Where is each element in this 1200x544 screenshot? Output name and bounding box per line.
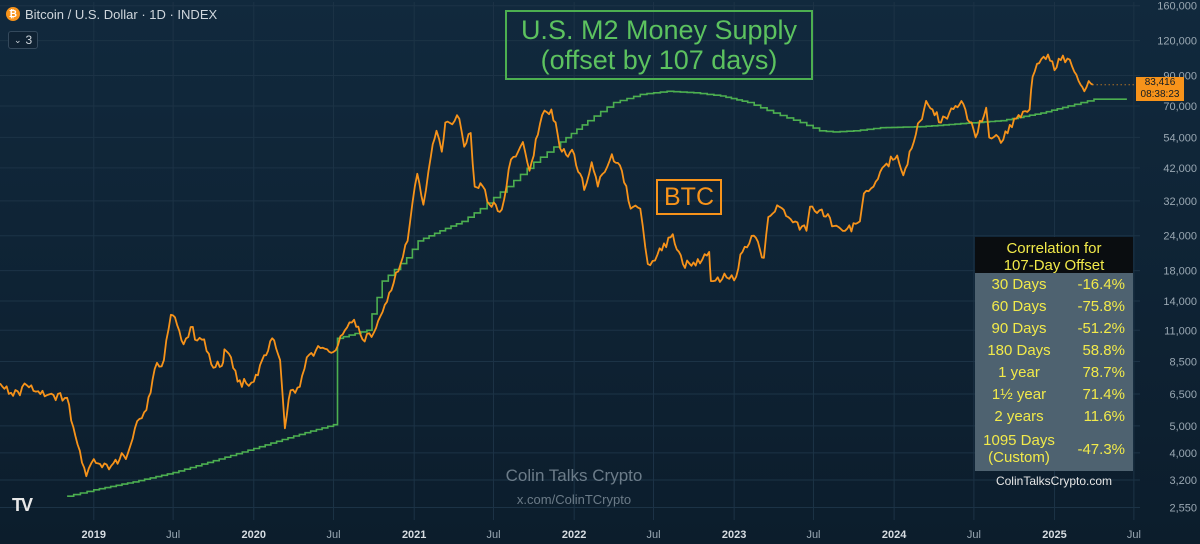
time-axis: 2019 Jul 2020 Jul 2021 Jul 2022 Jul 2023 Jul 2024 J… [82, 529, 1141, 541]
x-tick-label: Jul [166, 529, 180, 541]
last-price-tag: 83,416 08:38:23 [1136, 77, 1184, 101]
table-row: 2 years 11.6% [975, 405, 1133, 427]
symbol-header[interactable]: ₿ Bitcoin / U.S. Dollar · 1D · INDEX [6, 4, 217, 24]
indicator-toggle[interactable]: ⌄ 3 [8, 31, 39, 49]
y-tick-label: 8,500 [1169, 357, 1197, 369]
table-row: 1 year 78.7% [975, 361, 1133, 383]
x-tick-label: Jul [646, 529, 660, 541]
y-tick-label: 2,550 [1169, 502, 1197, 514]
correlation-value: -16.4% [1077, 275, 1125, 293]
m2-line-group [67, 90, 1127, 497]
watermark-name: Colin Talks Crypto [505, 466, 643, 485]
x-tick-label: Jul [967, 529, 981, 541]
site-credit[interactable]: ColinTalksCrypto.com [995, 474, 1113, 488]
y-tick-label: 5,000 [1169, 421, 1197, 433]
y-tick-label: 18,000 [1163, 266, 1197, 278]
m2-subtitle: (offset by 107 days) [540, 45, 778, 75]
table-row: 1095 Days (Custom) -47.3% [975, 427, 1133, 471]
x-tick-label: 2024 [882, 529, 907, 541]
indicator-count: 3 [25, 33, 33, 47]
table-row: 30 Days -16.4% [975, 273, 1133, 295]
x-tick-label: Jul [327, 529, 341, 541]
correlation-value: -75.8% [1077, 297, 1125, 315]
y-tick-label: 4,000 [1169, 448, 1197, 460]
chevron-down-icon: ⌄ [14, 34, 22, 45]
x-tick-label: 2021 [402, 529, 426, 541]
y-tick-label: 160,000 [1157, 1, 1197, 13]
correlation-value: 71.4% [1082, 385, 1125, 403]
period: 30 Days [991, 275, 1047, 293]
period: 1095 Days (Custom) [975, 432, 1063, 466]
y-tick-label: 120,000 [1157, 36, 1197, 48]
period: 2 years [994, 407, 1044, 425]
price-axis: 160,000120,00090,00070,00054,00042,00032… [1157, 1, 1197, 515]
period-line2: (Custom) [988, 449, 1050, 466]
correlation-title-line2: 107-Day Offset [1003, 257, 1105, 274]
table-row: 60 Days -75.8% [975, 295, 1133, 317]
y-tick-label: 54,000 [1163, 132, 1197, 144]
x-tick-label: 2025 [1042, 529, 1066, 541]
table-row: 90 Days -51.2% [975, 317, 1133, 339]
y-tick-label: 24,000 [1163, 231, 1197, 243]
x-tick-label: Jul [1127, 529, 1141, 541]
x-tick-label: Jul [486, 529, 500, 541]
y-tick-label: 6,500 [1169, 389, 1197, 401]
period: 180 Days [987, 341, 1051, 359]
series-line-m2 [67, 90, 1127, 497]
table-row: 180 Days 58.8% [975, 339, 1133, 361]
m2-title: U.S. M2 Money Supply [520, 15, 798, 45]
correlation-title-line1: Correlation for [1006, 240, 1102, 257]
period: 1½ year [991, 385, 1047, 403]
y-tick-label: 70,000 [1163, 101, 1197, 113]
correlation-table: Correlation for 107-Day Offset 30 Days -1… [975, 237, 1133, 471]
tradingview-logo[interactable]: TV [12, 495, 33, 515]
period: 90 Days [991, 319, 1047, 337]
x-tick-label: 2019 [82, 529, 106, 541]
m2-annotation: U.S. M2 Money Supply (offset by 107 days… [505, 10, 813, 80]
correlation-value: 11.6% [1083, 407, 1125, 425]
bitcoin-icon: ₿ [6, 7, 20, 21]
series-line-btc [0, 53, 1094, 478]
btc-annotation: BTC [656, 179, 722, 215]
y-tick-label: 42,000 [1163, 163, 1197, 175]
y-tick-label: 3,200 [1169, 475, 1197, 487]
period: 1 year [998, 363, 1040, 381]
correlation-value: 78.7% [1082, 363, 1125, 381]
correlation-table-header: Correlation for 107-Day Offset [975, 237, 1133, 274]
table-row: 1½ year 71.4% [975, 383, 1133, 405]
correlation-value: -47.3% [1077, 440, 1125, 458]
watermark-handle: x.com/ColinTCrypto [516, 492, 632, 507]
y-tick-label: 11,000 [1164, 325, 1197, 337]
y-tick-label: 14,000 [1163, 296, 1197, 308]
correlation-value: 58.8% [1082, 341, 1125, 359]
last-price: 83,416 [1144, 77, 1176, 88]
symbol-title: Bitcoin / U.S. Dollar · 1D · INDEX [25, 6, 218, 22]
correlation-value: -51.2% [1077, 319, 1125, 337]
period: 60 Days [991, 297, 1047, 315]
bar-countdown: 08:38:23 [1140, 89, 1180, 100]
btc-line-group [0, 53, 1140, 478]
x-tick-label: 2023 [722, 529, 746, 541]
x-tick-label: 2022 [562, 529, 586, 541]
x-tick-label: 2020 [242, 529, 266, 541]
period-line1: 1095 Days [983, 432, 1055, 449]
x-tick-label: Jul [806, 529, 820, 541]
y-tick-label: 32,000 [1163, 196, 1197, 208]
